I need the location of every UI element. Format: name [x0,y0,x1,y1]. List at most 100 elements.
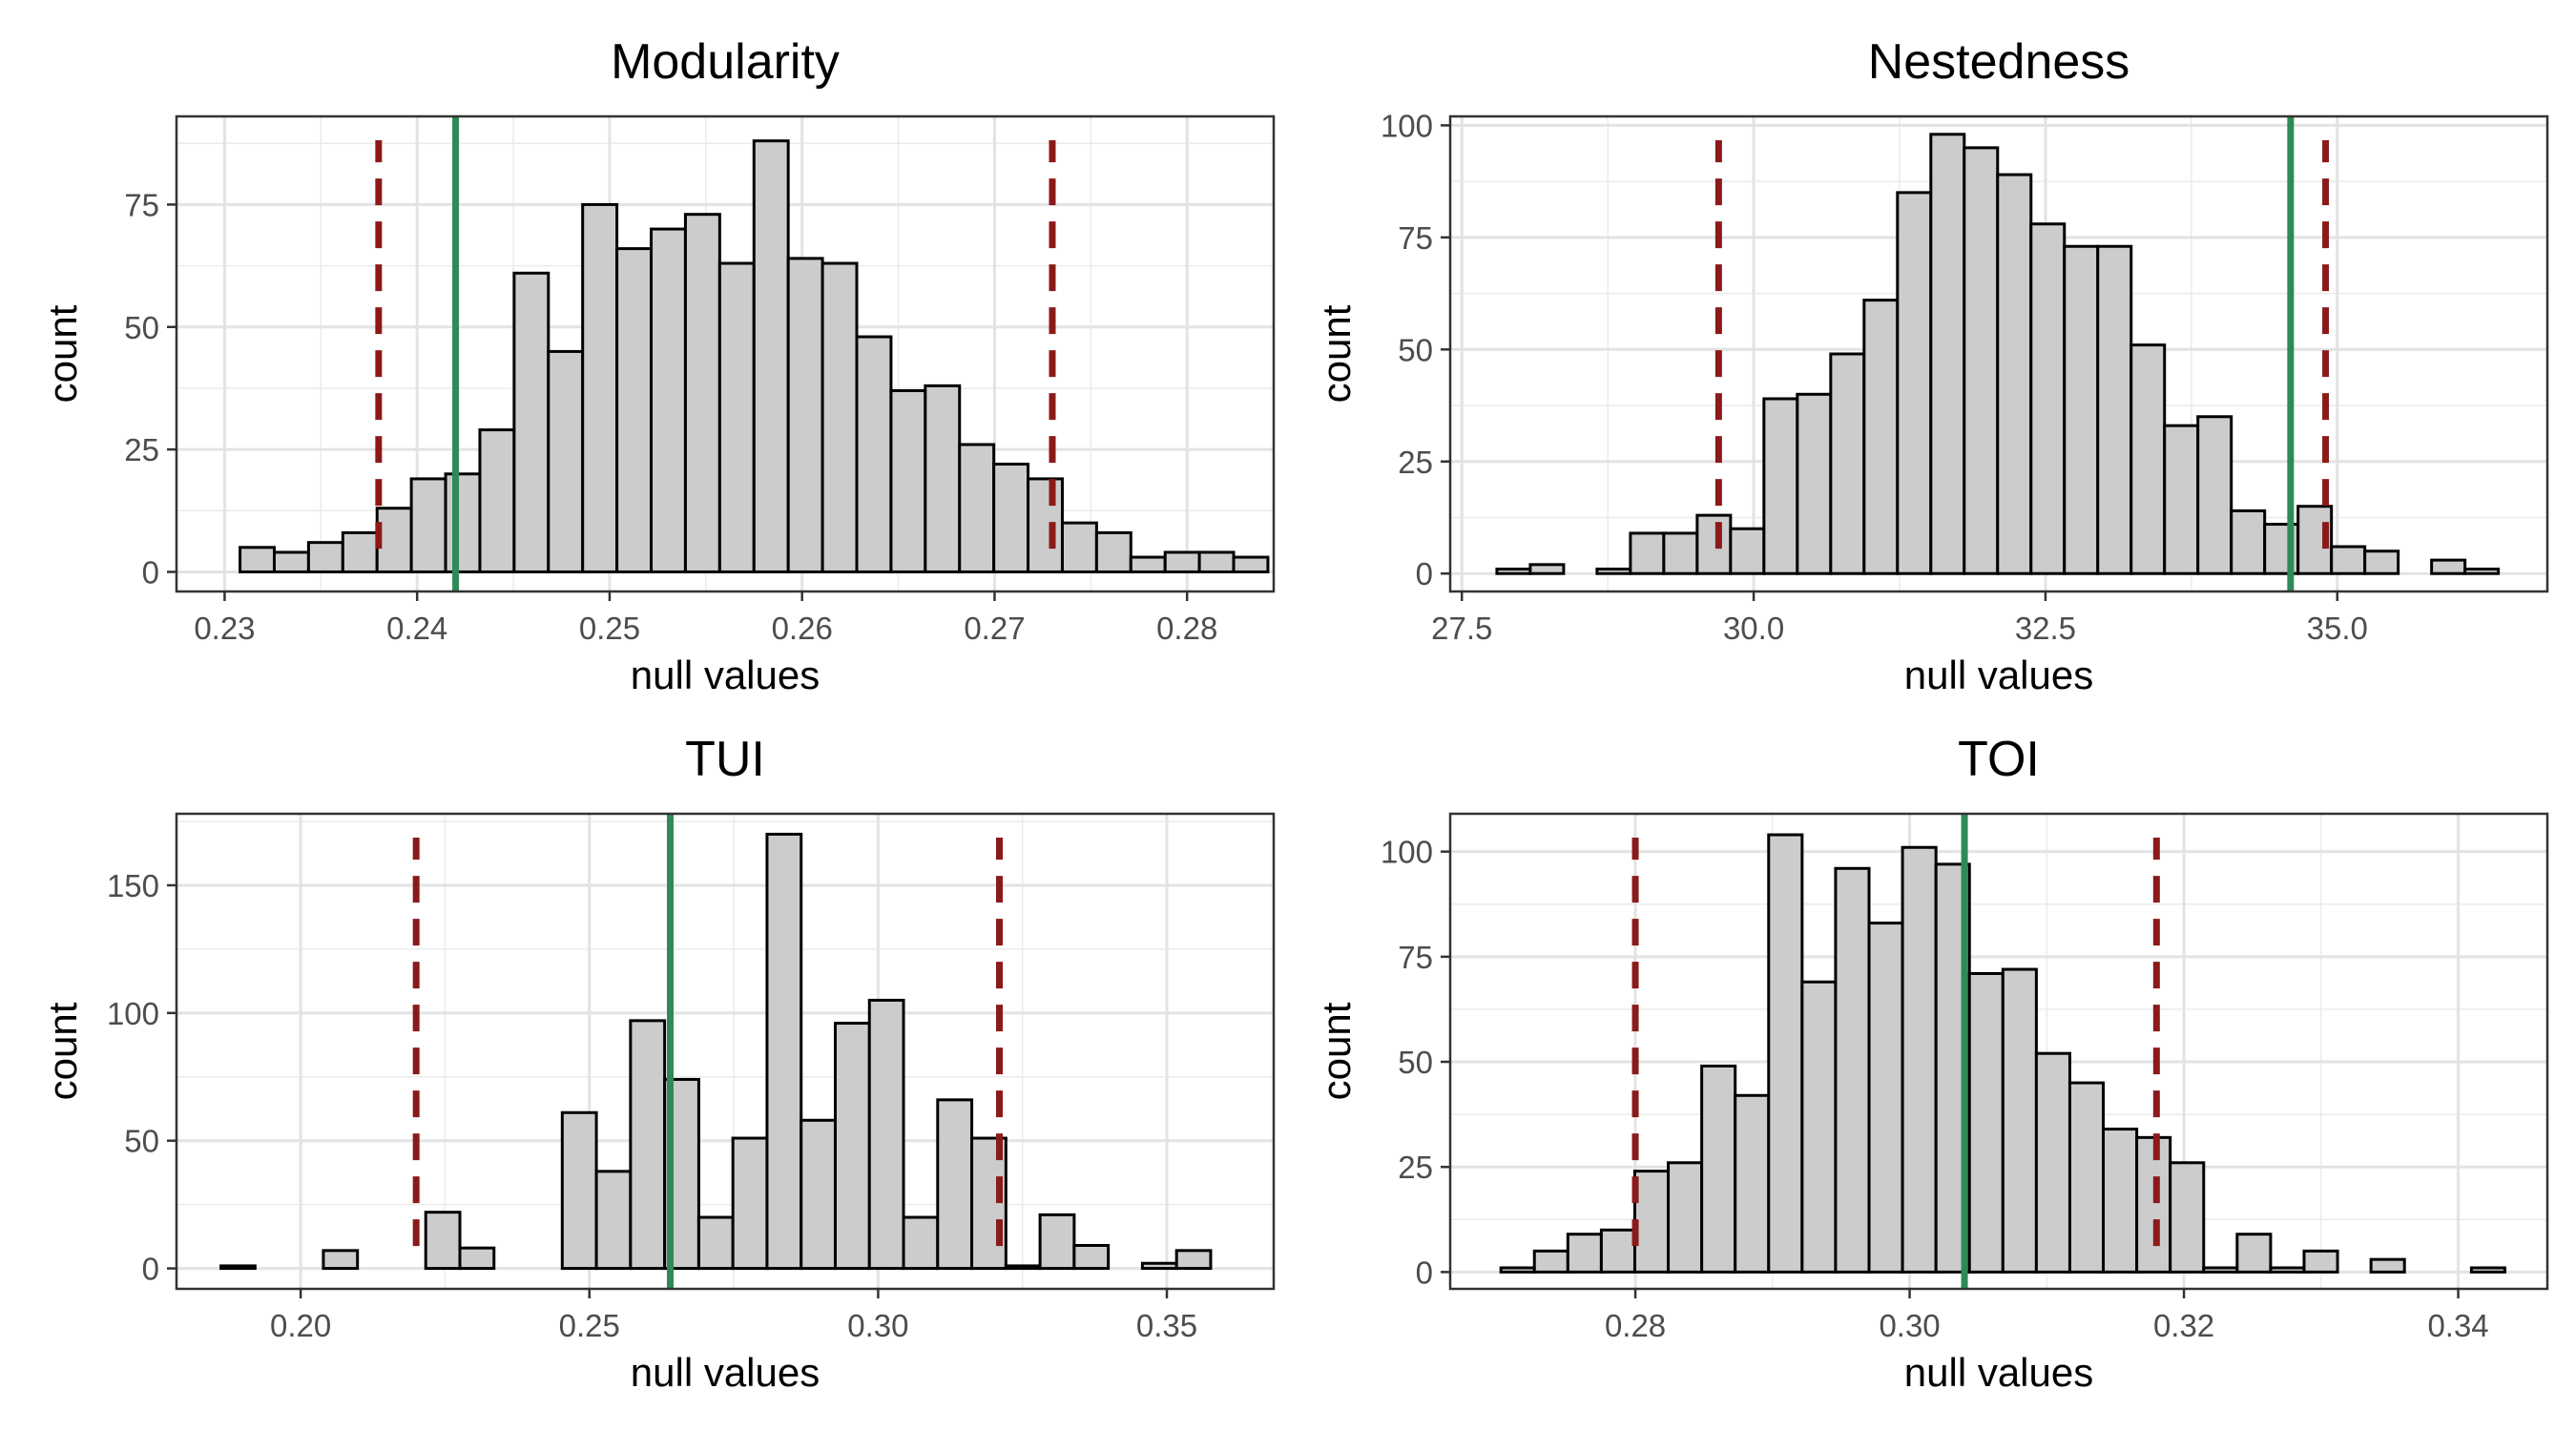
histogram-bar [1094,530,1132,573]
histogram-bar [1038,1213,1076,1271]
panel-toi: 0.28 0.30 0.32 0.34 0 25 50 75 100 TOI null values… [1314,732,2549,1395]
plot-area [177,814,1274,1289]
histogram-bar [650,227,687,573]
x-tick-label: 32.5 [2015,611,2076,646]
x-tick-label: 0.27 [964,611,1025,646]
x-tick-label: 0.28 [1156,611,1217,646]
histogram-bar [2363,550,2400,575]
y-tick-label: 100 [1381,835,1433,870]
histogram-bar [1599,1228,1636,1274]
x-axis-title: null values [631,653,820,697]
y-tick-label: 100 [107,996,159,1031]
x-tick-label: 0.20 [270,1308,331,1343]
y-axis-title: count [1314,1002,1359,1100]
histogram-bar [1963,146,2000,575]
histogram-bar [1862,299,1900,575]
histogram-bar [2102,1128,2139,1274]
histogram-bar [683,213,721,573]
histogram-bar [1729,527,1766,575]
y-tick-label: 75 [1398,940,1433,975]
histogram-bar [821,261,859,573]
x-tick-label: 0.34 [2427,1308,2488,1343]
histogram-bar [424,1211,462,1271]
histogram-bar [581,202,619,573]
histogram-bar [1901,845,1938,1274]
histogram-bar [1796,392,1833,575]
histogram-bar [1632,1170,1671,1274]
histogram-bar [1867,922,1904,1274]
histogram-bar [560,1110,598,1271]
panel-title: Nestedness [1868,34,2130,90]
histogram-bar [375,507,413,573]
x-tick-label: 0.24 [386,611,447,646]
y-tick-label: 75 [124,187,159,222]
histogram-bar [1734,1093,1771,1274]
panel-tui: 0.20 0.25 0.30 0.35 0 50 100 150 TUI null values c… [40,732,1276,1395]
panel-title: TUI [685,732,765,787]
x-tick-label: 30.0 [1723,611,1784,646]
y-tick-label: 0 [1416,556,1433,591]
x-tick-label: 0.26 [772,611,833,646]
histogram-bar [1163,550,1201,573]
x-axis-title: null values [1904,653,2093,697]
histogram-bar [2430,558,2467,575]
histogram-bar [306,541,344,573]
x-tick-label: 0.28 [1605,1308,1666,1343]
x-tick-label: 0.32 [2153,1308,2214,1343]
histogram-bar [1528,563,1566,575]
histogram-bar [2096,244,2133,575]
panel-border [1448,114,2549,593]
histogram-bar [731,1136,769,1271]
histogram-bar [2129,343,2167,575]
histogram-bar [1767,833,1804,1274]
x-tick-label: 0.35 [1136,1308,1197,1343]
histogram-bar [2169,1161,2206,1274]
histogram-bar [1495,568,1532,575]
histogram-bar [239,546,276,573]
x-tick-label: 0.30 [1879,1308,1940,1343]
histogram-bar [765,832,803,1271]
histogram-bar [2369,1257,2406,1274]
y-axis-title: count [1314,304,1359,403]
x-tick-label: 0.25 [579,611,640,646]
histogram-bar [889,389,927,573]
y-tick-label: 50 [1398,1045,1433,1080]
histogram-bar [1072,1243,1111,1271]
histogram-bar [594,1170,633,1271]
histogram-bar [936,1098,974,1271]
histogram-bar [855,335,893,573]
histogram-bar [1140,1261,1178,1271]
y-tick-label: 25 [124,432,159,467]
histogram-bar [1762,397,1799,575]
panel-nestedness: 27.5 30.0 32.5 35.0 0 25 50 75 100 Nestedness null… [1314,34,2549,697]
histogram-bar [615,247,654,573]
histogram-bar [341,530,379,573]
histogram-bar [924,384,962,573]
y-tick-label: 0 [1416,1255,1433,1290]
histogram-bar [1700,1064,1737,1274]
histogram-bar [2463,568,2501,575]
histogram-bar [547,349,585,573]
histogram-bar [1060,521,1098,573]
histogram-bar [1800,980,1838,1274]
histogram-bar [1004,1264,1042,1271]
y-axis-title: count [40,1002,85,1100]
histogram-bar [992,463,1030,573]
histogram-bar [1197,550,1236,573]
histogram-bar [2202,1266,2239,1274]
histogram-bar [409,477,447,573]
y-tick-label: 100 [1381,108,1433,143]
y-tick-label: 50 [1398,332,1433,367]
histogram-bar [1027,477,1064,573]
histogram-bar [478,428,516,573]
histogram-bar [1595,568,1632,575]
panel-modularity: 0.23 0.24 0.25 0.26 0.27 0.28 0 25 50 75 Modularit… [40,34,1276,697]
histogram-bar [2469,1266,2506,1274]
y-tick-label: 25 [1398,445,1433,480]
histogram-bar [1232,555,1270,573]
histogram-bar [2029,222,2067,575]
panel-title: TOI [1958,732,2040,787]
histogram-bar [2302,1249,2339,1274]
histogram-bar [2163,424,2200,575]
x-axis-title: null values [1904,1350,2093,1395]
